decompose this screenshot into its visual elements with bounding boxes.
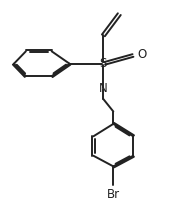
Text: S: S: [100, 57, 107, 70]
Text: N: N: [99, 82, 108, 95]
Text: O: O: [138, 48, 147, 61]
Text: Br: Br: [107, 188, 120, 200]
